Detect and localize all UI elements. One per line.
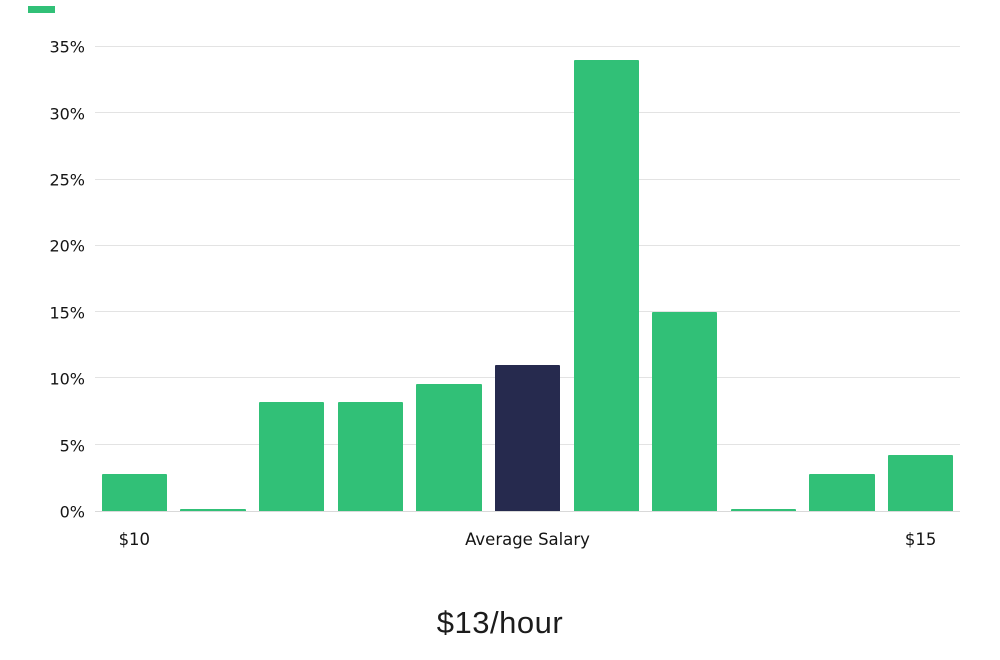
x-axis-labels: $10 Average Salary $15 (95, 524, 960, 560)
y-tick-label: 15% (49, 303, 85, 323)
bar-slot (488, 22, 567, 511)
y-tick-label: 5% (59, 436, 85, 456)
bar-slot (174, 22, 253, 511)
bar-series (95, 22, 960, 511)
x-axis-label: Average Salary (465, 530, 590, 549)
bar (888, 455, 954, 511)
y-tick-label: 30% (49, 104, 85, 124)
bar (258, 402, 325, 511)
y-tick-label: 20% (49, 236, 85, 256)
gridline (95, 244, 960, 246)
gridline (95, 311, 960, 313)
x-axis-label: $15 (904, 530, 937, 549)
bar-slot (567, 22, 646, 511)
chart-caption: $13/hour (436, 605, 564, 640)
x-axis-label: $10 (118, 530, 151, 549)
gridline (95, 46, 960, 48)
highlighted-bar (494, 365, 561, 511)
bar (573, 60, 639, 511)
y-tick-label: 25% (49, 170, 85, 190)
bar-slot (724, 22, 803, 511)
bar (416, 383, 482, 511)
bar (809, 473, 875, 511)
y-tick-label: 10% (49, 369, 85, 389)
bar (652, 312, 718, 511)
bar (101, 473, 167, 511)
bar-slot (645, 22, 724, 511)
accent-mark (28, 6, 55, 13)
bar-slot (803, 22, 882, 511)
bar-slot (95, 22, 174, 511)
bar-slot (410, 22, 489, 511)
gridline (95, 178, 960, 180)
bar (337, 402, 403, 511)
bar (730, 509, 797, 511)
bar-slot (252, 22, 331, 511)
plot-area (95, 22, 960, 512)
bar-slot (331, 22, 410, 511)
y-axis-tick-labels: 0% 5% 10% 15% 20% 25% 30% 35% (0, 22, 85, 522)
bar-slot (881, 22, 960, 511)
y-tick-label: 0% (59, 502, 85, 522)
gridline (95, 112, 960, 114)
y-tick-label: 35% (49, 37, 85, 57)
bar (180, 509, 246, 511)
